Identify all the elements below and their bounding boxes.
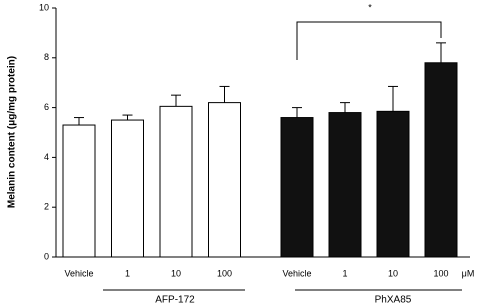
y-tick-label: 6 [44,102,49,112]
x-tick-label: 100 [217,268,232,278]
y-tick-label: 10 [39,2,49,12]
bar [111,119,144,258]
bar [159,105,193,258]
bar [376,110,410,258]
x-tick-label: 100 [433,268,448,278]
significance-mark: * [368,2,372,12]
group-label: AFP-172 [155,295,195,306]
group-label: PhXA85 [375,295,412,306]
x-tick-label: 1 [125,268,130,278]
x-tick-label: Vehicle [64,268,93,278]
x-tick-label: 1 [342,268,347,278]
bar [280,117,314,258]
y-tick-label: 4 [44,152,49,162]
y-tick-label: 2 [44,202,49,212]
bar [62,124,96,258]
y-axis-label: Melanin content (μg/mg protein) [7,56,18,208]
x-tick-label: Vehicle [282,268,311,278]
bar [328,112,362,258]
x-tick-label: 10 [171,268,181,278]
y-tick-label: 8 [44,52,49,62]
x-unit: μM [462,268,475,278]
x-tick-label: 10 [388,268,398,278]
y-tick-label: 0 [44,251,49,261]
bar [208,102,241,258]
significance-bracket [296,21,442,60]
bar [424,62,458,258]
